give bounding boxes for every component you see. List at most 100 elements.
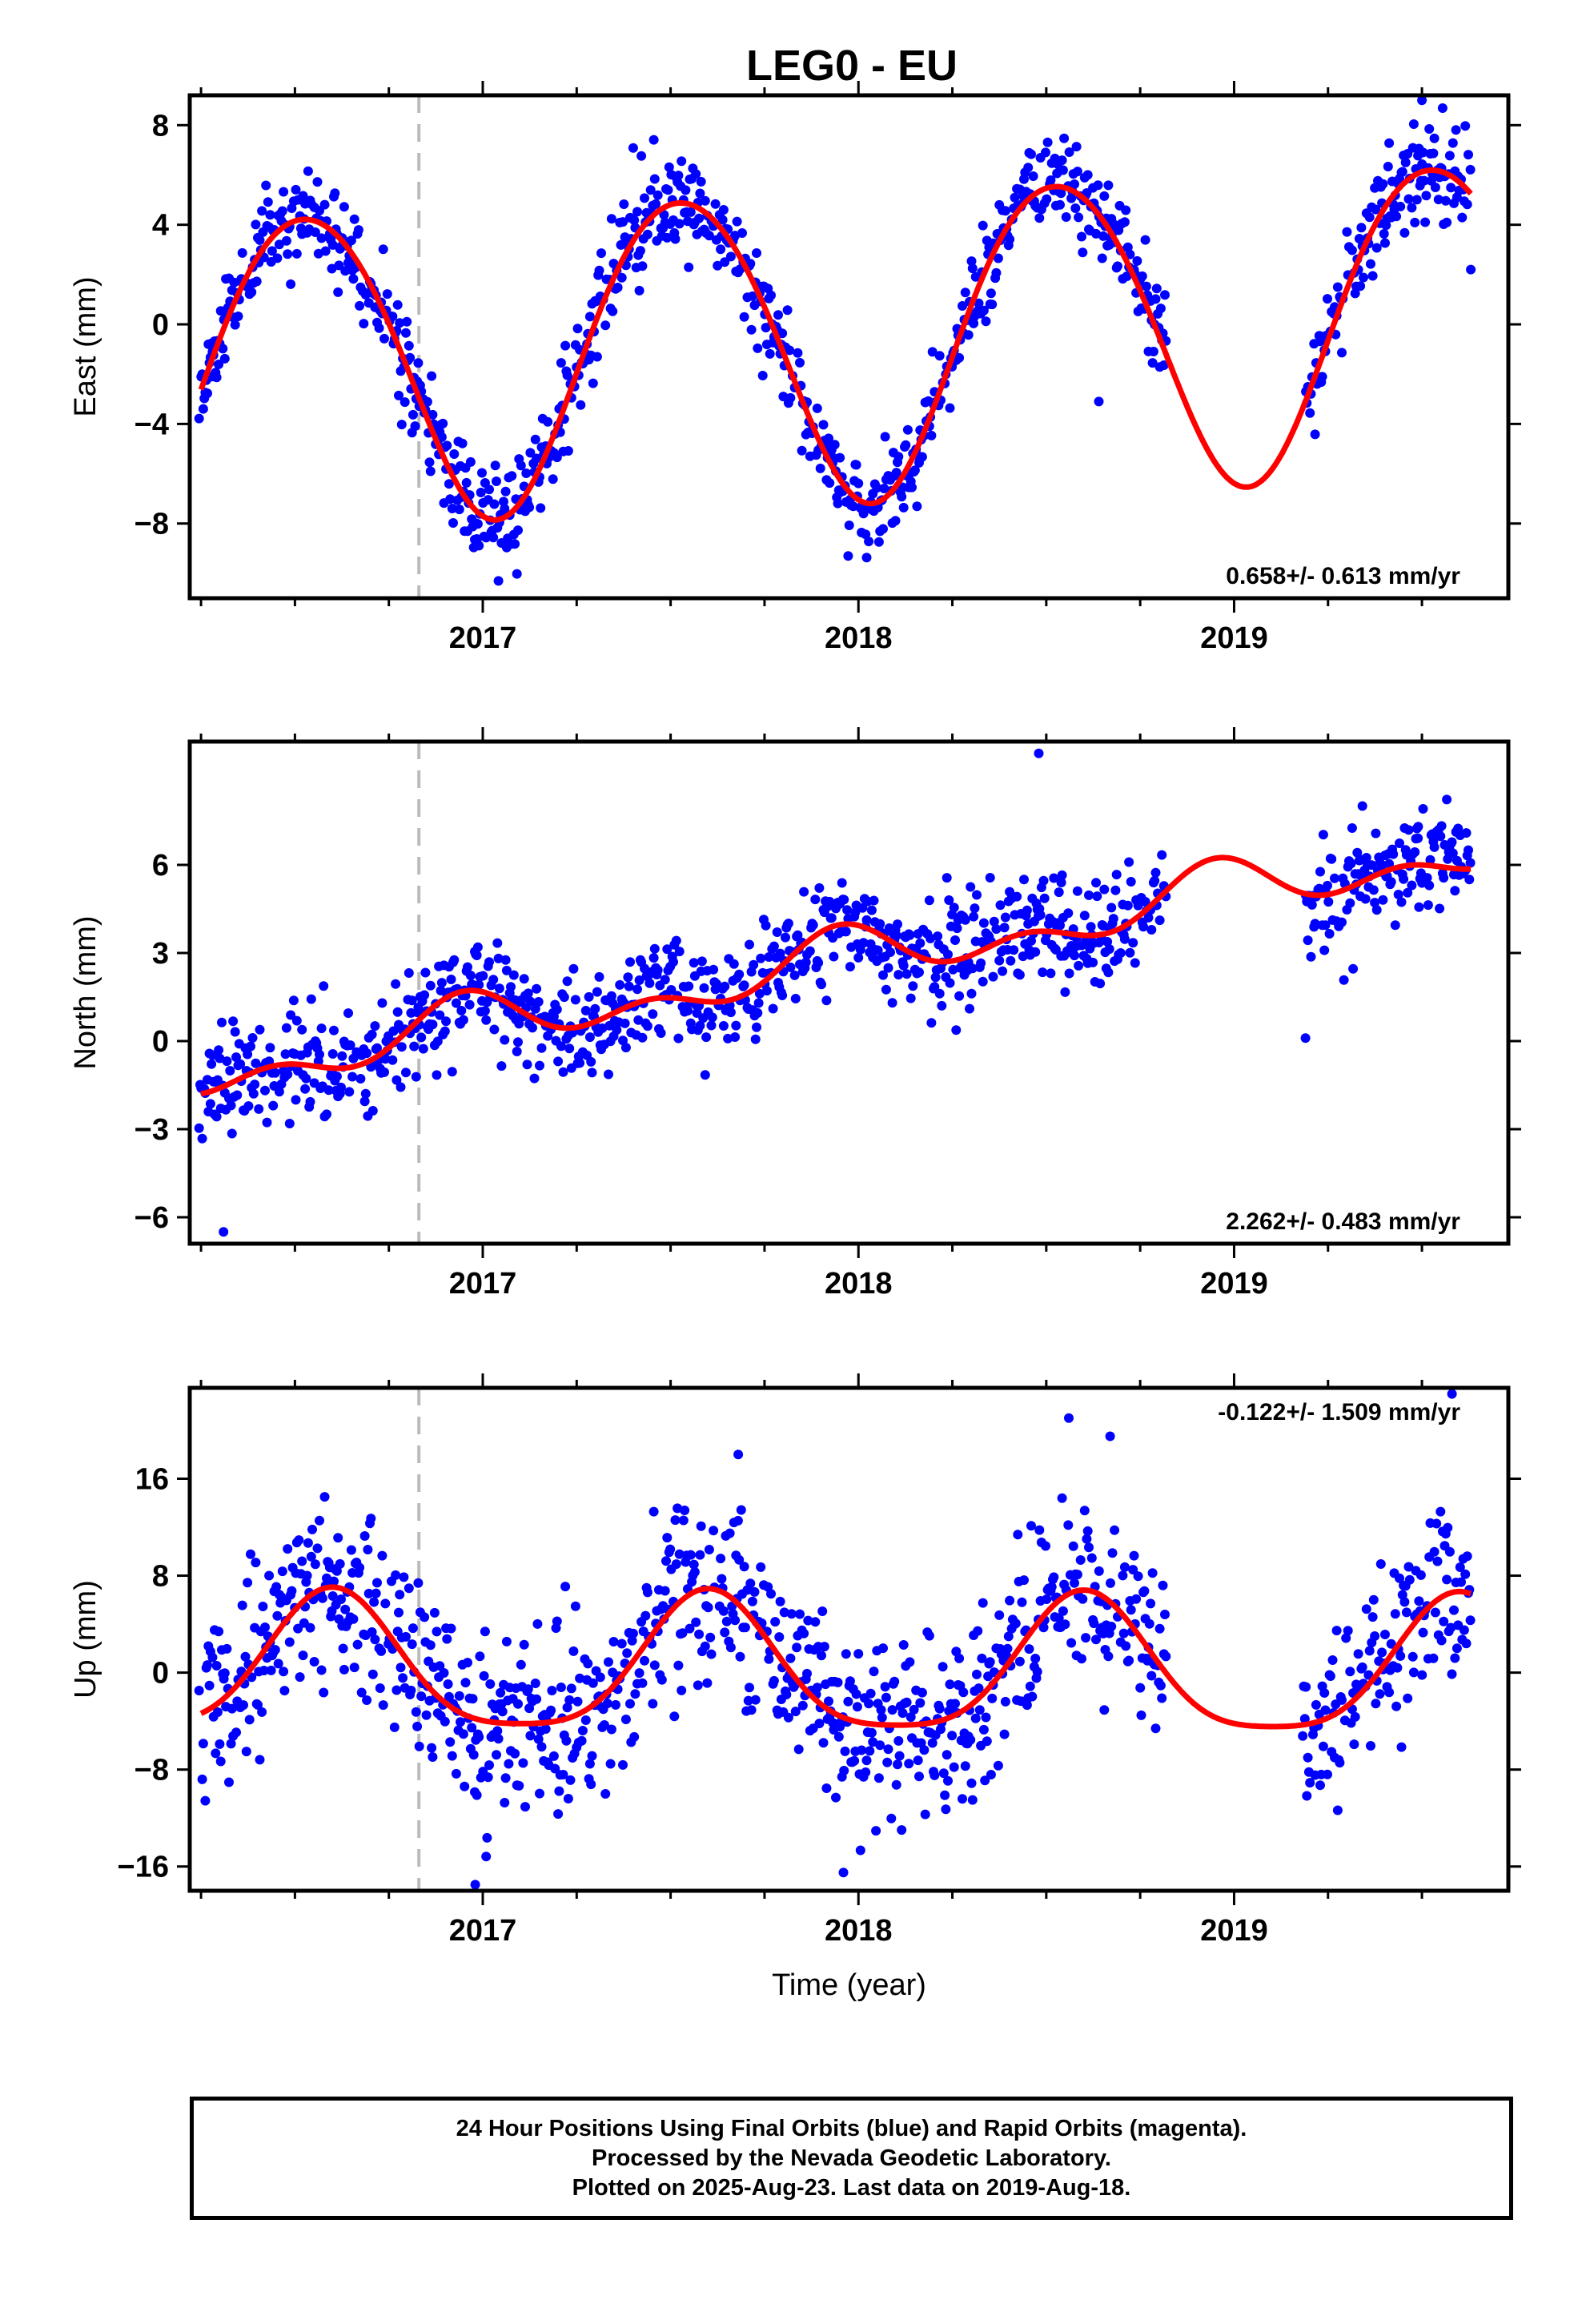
data-point (1079, 1506, 1090, 1516)
data-point (599, 1720, 609, 1730)
data-point (219, 1668, 230, 1679)
data-point (1026, 1521, 1036, 1531)
data-point (310, 1559, 320, 1570)
data-point (271, 1582, 282, 1592)
data-point (866, 905, 877, 915)
data-point (652, 965, 663, 975)
data-point (1122, 242, 1133, 252)
data-point (536, 1742, 547, 1752)
data-point (1425, 854, 1435, 865)
data-point (1323, 294, 1332, 304)
data-point (875, 919, 885, 929)
data-point (750, 1695, 761, 1705)
data-point (586, 1056, 596, 1067)
data-point (1158, 360, 1169, 370)
data-point (633, 1015, 644, 1025)
data-point (404, 968, 414, 978)
data-point (634, 285, 644, 296)
data-point (718, 1606, 729, 1616)
y-tick-label: 3 (152, 937, 169, 971)
data-point (991, 924, 1002, 935)
data-point (277, 1566, 287, 1577)
data-point (893, 452, 904, 462)
data-point (743, 1695, 753, 1706)
data-point (281, 235, 291, 246)
data-point (891, 1779, 901, 1790)
data-point (1025, 1681, 1035, 1691)
data-point (1397, 167, 1407, 177)
data-point (792, 1642, 802, 1653)
data-point (194, 413, 204, 424)
data-point (817, 979, 826, 990)
data-point (972, 890, 982, 900)
data-point (1377, 1647, 1387, 1658)
data-point (374, 323, 384, 333)
data-point (886, 1813, 897, 1823)
data-point (1078, 247, 1088, 258)
data-point (327, 1591, 338, 1601)
data-point (1027, 1691, 1038, 1702)
data-point (1064, 968, 1074, 979)
data-point (995, 900, 1006, 911)
data-point (194, 1123, 204, 1133)
data-point (316, 233, 327, 243)
data-point (704, 1545, 714, 1554)
data-point (291, 248, 302, 259)
data-point (1022, 905, 1032, 915)
data-point (309, 1657, 319, 1667)
data-point (1403, 1693, 1413, 1703)
data-point (1420, 217, 1431, 227)
data-point (869, 895, 879, 906)
data-point (377, 1550, 387, 1561)
data-point (490, 460, 500, 471)
data-point (535, 1060, 544, 1071)
data-point (465, 456, 476, 467)
data-point (1366, 259, 1375, 269)
data-point (812, 403, 822, 413)
data-point (284, 1637, 295, 1647)
data-point (447, 1751, 457, 1761)
y-axis-label: Up (mm) (69, 1580, 102, 1699)
data-point (355, 1074, 366, 1084)
data-point (356, 1687, 367, 1698)
data-point (662, 944, 673, 955)
data-point (560, 1582, 571, 1592)
data-point (1305, 1778, 1315, 1788)
data-point (500, 955, 511, 965)
data-point (329, 1576, 339, 1586)
data-point (1407, 203, 1417, 213)
data-point (307, 1524, 317, 1534)
data-point (360, 290, 371, 300)
plot-frame (187, 1385, 1511, 1893)
data-point (978, 1724, 989, 1735)
data-point (600, 1789, 611, 1799)
data-point (882, 1757, 893, 1767)
y-tick-label: −6 (135, 1201, 169, 1235)
data-point (1106, 1622, 1117, 1631)
data-point (1337, 348, 1347, 358)
data-point (685, 1623, 695, 1634)
data-point (272, 253, 283, 263)
data-point (880, 1682, 890, 1692)
data-point (731, 1020, 741, 1031)
data-point (287, 1586, 297, 1596)
data-point (508, 970, 519, 980)
data-point (447, 1067, 457, 1077)
data-point (1131, 1594, 1142, 1604)
data-point (225, 1066, 235, 1076)
data-point (336, 1594, 346, 1604)
velocity-rate-label: -0.122+/- 1.509 mm/yr (1218, 1399, 1460, 1425)
data-point (301, 1073, 311, 1084)
data-point (736, 1505, 746, 1515)
data-point (865, 1688, 876, 1699)
data-point (1350, 288, 1360, 299)
data-point (1390, 1609, 1400, 1619)
data-point (960, 1761, 970, 1771)
data-point (480, 1006, 490, 1016)
data-point (1444, 1546, 1455, 1557)
data-point (737, 228, 747, 238)
data-point (436, 432, 447, 442)
data-point (920, 1809, 930, 1819)
data-point (1102, 937, 1113, 947)
data-point (444, 1691, 454, 1702)
